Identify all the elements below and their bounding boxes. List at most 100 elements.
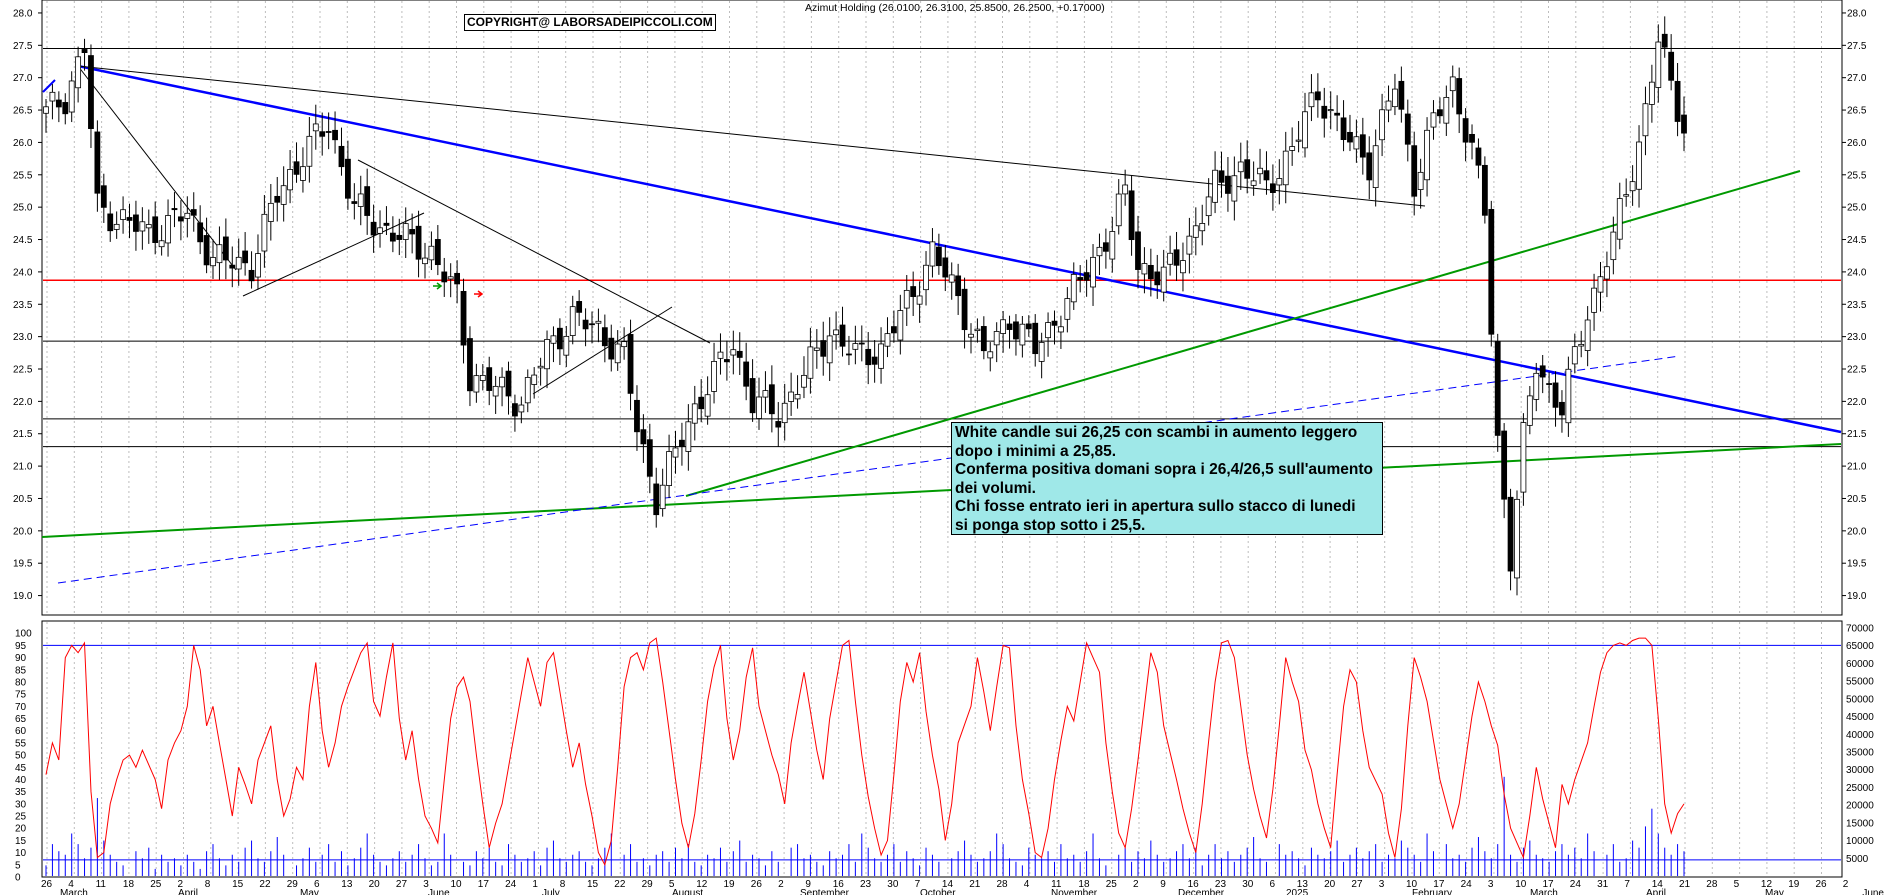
note-line: Chi fosse entrato ieri in apertura sullo… — [955, 498, 1356, 515]
candle-body — [1192, 225, 1199, 238]
candle-body — [1276, 178, 1283, 186]
candle-body — [1051, 320, 1058, 326]
day-label: 22 — [259, 879, 271, 890]
candle-body — [974, 328, 981, 332]
indicator-tick-label: 25 — [15, 812, 27, 823]
indicator-panel-frame — [41, 620, 1843, 878]
note-line: White candle sui 26,25 con scambi in aum… — [955, 424, 1358, 441]
green-arrow — [433, 282, 443, 290]
candle-body — [107, 213, 114, 232]
candle-body — [891, 326, 897, 334]
candle-body — [666, 451, 672, 486]
indicator-tick-label: 55 — [15, 738, 27, 749]
candle-body — [1237, 161, 1244, 173]
candle-body — [1090, 256, 1096, 288]
candle-body — [711, 360, 717, 392]
candle-body — [608, 337, 615, 360]
candle-body — [43, 106, 49, 114]
volume-tick-label: 60000 — [1846, 659, 1874, 670]
candle-body — [1173, 249, 1180, 266]
indicator-tick-label: 100 — [15, 629, 32, 640]
candle-body — [94, 131, 101, 194]
candle-body — [1135, 231, 1141, 270]
candle-body — [512, 403, 518, 417]
downtrend-line — [77, 64, 1842, 434]
candle-body — [1225, 175, 1231, 194]
candle-body — [903, 289, 910, 309]
day-label: 11 — [96, 879, 107, 890]
day-label: 1 — [532, 879, 538, 890]
month-label: October — [920, 888, 956, 895]
candle-body — [826, 335, 833, 364]
candle-body — [1308, 92, 1315, 108]
candle-body — [332, 129, 338, 141]
candle-body — [1616, 198, 1623, 240]
day-label: 23 — [860, 879, 872, 890]
candle-body — [357, 193, 364, 207]
candle-body — [306, 135, 313, 167]
candle-body — [1231, 175, 1238, 202]
candle-body — [518, 404, 525, 413]
price-tick-label: 25.5 — [13, 170, 33, 181]
price-tick-label: 20.5 — [13, 494, 33, 505]
candle-body — [627, 334, 634, 394]
candle-body — [197, 222, 204, 243]
candle-body — [210, 257, 216, 267]
indicator-tick-label: 15 — [15, 836, 27, 847]
candle-body — [1045, 322, 1051, 339]
candle-body — [833, 329, 839, 336]
price-tick-label: 23.0 — [1847, 332, 1867, 343]
candle-body — [955, 275, 962, 297]
candle-body — [377, 227, 383, 234]
candle-body — [473, 375, 480, 393]
month-label: May — [1765, 888, 1784, 895]
candle-body — [1340, 117, 1347, 141]
price-tick-label: 20.5 — [1847, 494, 1867, 505]
candle-body — [396, 234, 403, 240]
day-label: 24 — [1570, 879, 1582, 890]
support-trendline — [532, 306, 673, 395]
candle-body — [133, 214, 139, 232]
candle-body — [1604, 266, 1610, 280]
day-label: 25 — [1106, 879, 1118, 890]
candle-body — [865, 348, 872, 366]
candle-body — [646, 439, 653, 477]
candle-body — [1096, 246, 1103, 257]
note-line: si ponga stop sotto i 25,5. — [955, 516, 1146, 534]
candle-body — [1314, 91, 1321, 101]
candle-body — [1321, 105, 1328, 119]
day-label: 5 — [669, 879, 675, 890]
candle-body — [916, 295, 923, 305]
candle-body — [781, 402, 788, 424]
candle-body — [1244, 159, 1251, 179]
candle-body — [576, 301, 583, 313]
candle-body — [948, 274, 955, 283]
candle-body — [255, 253, 261, 278]
candle-body — [1250, 180, 1257, 186]
candle-body — [338, 145, 345, 168]
day-label: 16 — [1188, 879, 1200, 890]
volume-tick-label: 5000 — [1846, 854, 1869, 865]
price-tick-label: 27.5 — [13, 41, 33, 52]
candle-body — [1571, 346, 1578, 365]
day-label: 13 — [1297, 879, 1309, 890]
analysis-note: White candle sui 26,25 con scambi in aum… — [951, 422, 1383, 535]
price-tick-label: 21.0 — [13, 462, 33, 473]
volume-tick-label: 40000 — [1846, 730, 1874, 741]
candle-body — [1475, 147, 1482, 166]
day-label: 29 — [287, 879, 299, 890]
day-label: 14 — [1652, 879, 1664, 890]
day-label: 7 — [1624, 879, 1630, 890]
day-label: 6 — [314, 879, 320, 890]
price-tick-label: 19.5 — [1847, 559, 1867, 570]
candle-body — [775, 421, 782, 428]
candle-body — [100, 185, 107, 208]
day-label: 5 — [1734, 879, 1740, 890]
candle-body — [1430, 112, 1437, 128]
candle-body — [415, 225, 422, 260]
candle-body — [1488, 208, 1495, 335]
candle-body — [479, 374, 486, 381]
candle-body — [1417, 171, 1424, 190]
candle-body — [537, 365, 544, 369]
